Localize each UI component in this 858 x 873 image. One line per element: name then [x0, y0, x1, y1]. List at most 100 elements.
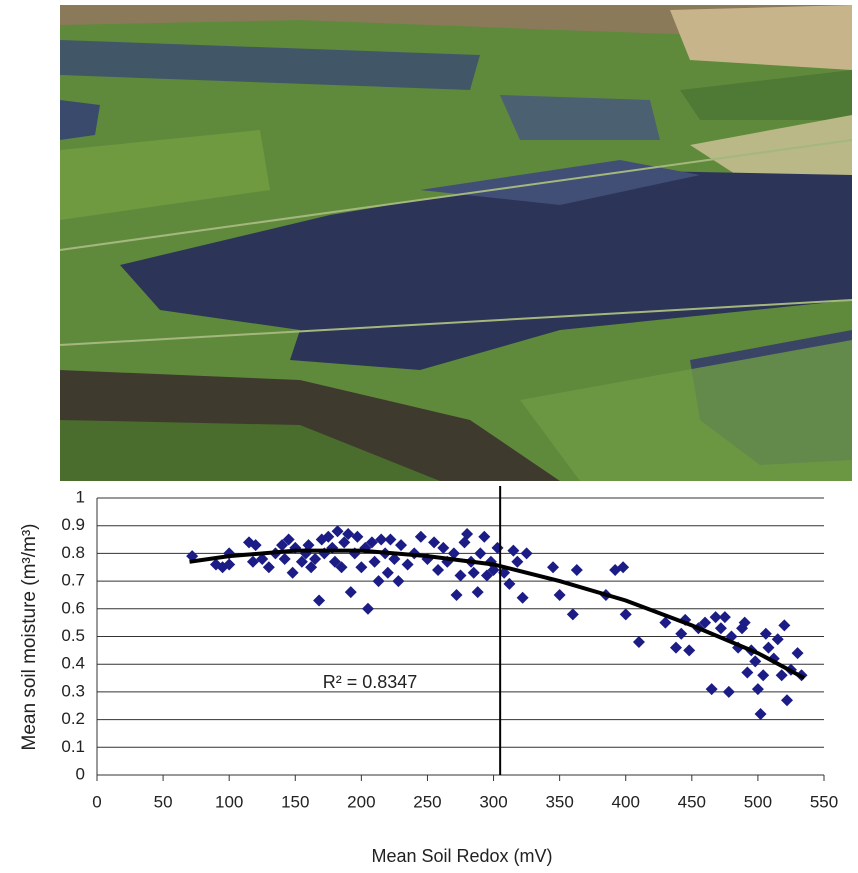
point — [474, 547, 487, 560]
point — [754, 708, 767, 721]
point — [262, 561, 275, 574]
point — [328, 555, 341, 568]
path — [59, 139, 853, 251]
point — [714, 622, 727, 635]
point — [342, 528, 355, 541]
point — [338, 536, 351, 549]
point — [751, 683, 764, 696]
point — [450, 588, 463, 601]
point — [566, 608, 579, 621]
water — [120, 170, 852, 370]
point — [741, 666, 754, 679]
x-tick-label: 100 — [215, 792, 243, 811]
point — [675, 627, 688, 640]
y-tick-label: 0.4 — [61, 654, 85, 673]
point — [516, 591, 529, 604]
point — [256, 552, 269, 565]
x-tick-label: 300 — [479, 792, 507, 811]
point — [757, 669, 770, 682]
point — [361, 602, 374, 615]
point — [278, 552, 291, 565]
field — [60, 5, 852, 40]
point — [368, 555, 381, 568]
point — [507, 544, 520, 557]
x-tick-label: 150 — [281, 792, 309, 811]
x-tick-label: 500 — [744, 792, 772, 811]
point — [570, 564, 583, 577]
point — [401, 558, 414, 571]
x-tick-label: 400 — [612, 792, 640, 811]
x-tick-label: 200 — [347, 792, 375, 811]
point — [249, 539, 262, 552]
point — [718, 611, 731, 624]
point — [669, 641, 682, 654]
x-tick-label: 50 — [154, 792, 173, 811]
path — [59, 299, 853, 346]
aerial-photo — [59, 5, 853, 481]
field — [680, 70, 852, 120]
point — [775, 669, 788, 682]
point — [372, 575, 385, 588]
x-tick-label: 350 — [545, 792, 573, 811]
point — [286, 566, 299, 579]
point — [313, 594, 326, 607]
point — [454, 569, 467, 582]
point — [365, 536, 378, 549]
point — [392, 575, 405, 588]
water — [60, 100, 100, 140]
point — [375, 533, 388, 546]
point — [305, 561, 318, 574]
point — [659, 616, 672, 629]
field — [60, 420, 440, 481]
point — [520, 547, 533, 560]
point — [395, 539, 408, 552]
point — [553, 588, 566, 601]
point — [491, 541, 504, 554]
point — [282, 533, 295, 546]
point — [295, 555, 308, 568]
point — [617, 561, 630, 574]
y-axis-label: Mean soil moisture (m³/m³) — [19, 524, 40, 751]
point — [344, 586, 357, 599]
x-tick-label: 250 — [413, 792, 441, 811]
point — [705, 683, 718, 696]
point — [331, 525, 344, 538]
y-tick-label: 0.1 — [61, 737, 85, 756]
point — [632, 636, 645, 649]
point — [335, 561, 348, 574]
point — [478, 530, 491, 543]
point — [709, 611, 722, 624]
y-tick-label: 0.9 — [61, 515, 85, 534]
point — [437, 541, 450, 554]
point — [428, 536, 441, 549]
y-tick-label: 1 — [76, 487, 85, 506]
point — [791, 647, 804, 660]
point — [619, 608, 632, 621]
y-tick-label: 0.6 — [61, 598, 85, 617]
point — [480, 569, 493, 582]
point — [223, 558, 236, 571]
point — [246, 555, 259, 568]
point — [722, 685, 735, 698]
point — [355, 561, 368, 574]
point — [414, 530, 427, 543]
point — [471, 586, 484, 599]
point — [384, 533, 397, 546]
point — [771, 633, 784, 646]
x-tick-label: 550 — [810, 792, 838, 811]
point — [351, 530, 364, 543]
point — [738, 616, 751, 629]
point — [388, 552, 401, 565]
field — [670, 5, 852, 70]
y-tick-label: 0.3 — [61, 681, 85, 700]
point — [381, 566, 394, 579]
point — [432, 564, 445, 577]
point — [461, 528, 474, 541]
point — [749, 655, 762, 668]
y-tick-label: 0.7 — [61, 571, 85, 590]
x-axis-label: Mean Soil Redox (mV) — [371, 846, 552, 866]
trendline — [189, 548, 806, 680]
y-tick-label: 0.5 — [61, 626, 85, 645]
point — [322, 530, 335, 543]
